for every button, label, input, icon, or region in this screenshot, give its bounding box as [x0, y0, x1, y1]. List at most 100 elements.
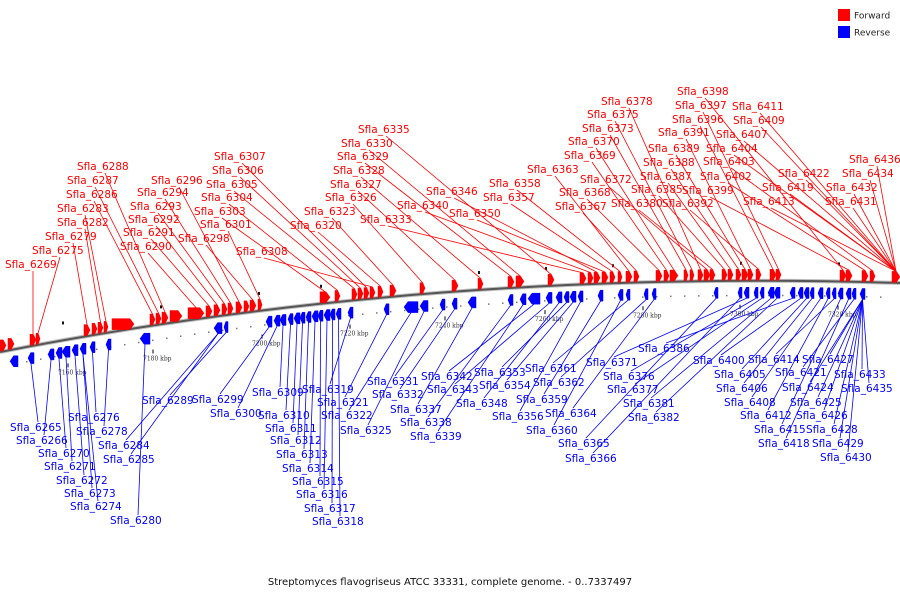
- forward-gene-label: Sfla_6385: [631, 184, 683, 196]
- reverse-leader: [331, 319, 333, 504]
- forward-leader: [263, 257, 373, 288]
- forward-leader: [93, 200, 153, 315]
- forward-leader: [37, 256, 61, 334]
- reverse-gene-label: Sfla_6430: [820, 452, 872, 464]
- scale-dot: [698, 295, 700, 297]
- forward-gene-arrow: [601, 271, 609, 284]
- reverse-gene-arrow: [809, 287, 815, 299]
- forward-leader: [104, 172, 166, 313]
- forward-gene-label: Sfla_6357: [483, 192, 535, 204]
- forward-gene-arrow: [477, 278, 484, 290]
- forward-gene-arrow: [683, 269, 689, 282]
- forward-gene-label: Sfla_6368: [559, 187, 611, 199]
- reverse-gene-label: Sfla_6414: [748, 354, 800, 366]
- forward-leader: [675, 154, 746, 270]
- scale-dot: [712, 294, 714, 297]
- reverse-leader: [237, 325, 278, 409]
- forward-gene-label: Sfla_6279: [45, 231, 97, 243]
- forward-gene-arrow: [663, 269, 670, 282]
- reverse-gene-label: Sfla_6321: [317, 397, 369, 409]
- forward-gene-arrow: [593, 272, 601, 284]
- forward-leader: [357, 190, 456, 281]
- reverse-gene-label: Sfla_6271: [44, 461, 96, 473]
- reverse-gene-label: Sfla_6361: [525, 363, 577, 375]
- reverse-gene-arrow: [47, 348, 55, 361]
- forward-gene-label: Sfla_6398: [677, 86, 729, 98]
- reverse-gene-arrow: [71, 344, 79, 356]
- forward-gene-label: Sfla_6434: [842, 168, 894, 180]
- forward-leader: [614, 120, 693, 270]
- forward-leader: [150, 238, 210, 307]
- forward-gene-label: Sfla_6287: [67, 175, 119, 187]
- forward-gene-label: Sfla_6432: [826, 182, 878, 194]
- reverse-leader: [319, 321, 321, 477]
- forward-gene-arrow: [547, 274, 555, 286]
- reverse-gene-label: Sfla_6356: [492, 411, 544, 423]
- reverse-leader: [348, 312, 412, 411]
- forward-gene-label: Sfla_6373: [582, 123, 634, 135]
- forward-leader: [658, 195, 725, 270]
- reverse-leader: [743, 298, 813, 384]
- reverse-gene-label: Sfla_6415: [754, 424, 806, 436]
- forward-gene-label: Sfla_6350: [449, 208, 501, 220]
- forward-gene-label: Sfla_6282: [57, 217, 109, 229]
- reverse-gene-label: Sfla_6418: [758, 438, 810, 450]
- reverse-leader: [103, 349, 109, 427]
- reverse-gene-label: Sfla_6429: [812, 438, 864, 450]
- scale-dot: [488, 303, 490, 305]
- forward-leader: [770, 207, 897, 272]
- reverse-gene-label: Sfla_6332: [372, 389, 424, 401]
- reverse-leader: [137, 344, 146, 516]
- reverse-gene-arrow: [743, 286, 750, 299]
- reverse-gene-label: Sfla_6266: [16, 435, 68, 447]
- forward-gene-label: Sfla_6328: [333, 165, 385, 177]
- scale-dot: [432, 307, 434, 309]
- reverse-gene-arrow: [305, 311, 312, 323]
- forward-gene-label: Sfla_6329: [337, 151, 389, 163]
- reverse-gene-label: Sfla_6272: [56, 475, 108, 487]
- forward-gene-label: Sfla_6436: [849, 154, 900, 166]
- tick-label: 7240 kbp: [435, 322, 464, 329]
- reverse-gene-arrow: [789, 287, 796, 299]
- reverse-gene-arrow: [597, 289, 604, 302]
- forward-gene-label: Sfla_6296: [151, 175, 203, 187]
- reverse-gene-label: Sfla_6265: [10, 422, 62, 434]
- reverse-gene-label: Sfla_6365: [558, 438, 610, 450]
- reverse-gene-label: Sfla_6274: [70, 501, 122, 513]
- scale-dot: [348, 314, 350, 317]
- scale-dot: [656, 295, 658, 298]
- forward-gene-arrow: [891, 271, 900, 283]
- forward-leader: [84, 214, 107, 322]
- scale-dot: [796, 294, 798, 297]
- scale-dot: [96, 348, 98, 351]
- forward-gene-arrow: [747, 268, 754, 281]
- forward-gene-label: Sfla_6330: [341, 138, 393, 150]
- reverse-gene-label: Sfla_6371: [586, 357, 638, 369]
- reverse-gene-label: Sfla_6319: [302, 384, 354, 396]
- reverse-gene-arrow: [79, 343, 87, 355]
- scale-dot: [26, 361, 28, 363]
- reverse-gene-arrow: [545, 292, 553, 304]
- legend-reverse-label: Reverse: [854, 29, 891, 39]
- scale-dot: [516, 301, 518, 304]
- forward-gene-label: Sfla_6286: [66, 189, 118, 201]
- forward-leader: [852, 207, 897, 272]
- scale-dot: [180, 335, 182, 337]
- gene-marker: [62, 321, 64, 325]
- forward-gene-label: Sfla_6292: [128, 214, 180, 226]
- reverse-leader: [720, 298, 801, 356]
- forward-gene-label: Sfla_6407: [716, 129, 768, 141]
- forward-leader: [476, 219, 606, 273]
- scale-dot: [166, 337, 168, 339]
- forward-leader: [554, 175, 630, 272]
- forward-gene-label: Sfla_6391: [658, 127, 710, 139]
- forward-gene-arrow: [741, 268, 749, 281]
- forward-leader: [516, 189, 621, 272]
- forward-leader: [667, 182, 731, 270]
- forward-leader: [510, 203, 613, 273]
- scale-dot: [40, 358, 42, 360]
- forward-gene-arrow: [755, 268, 762, 281]
- forward-gene-label: Sfla_6307: [214, 151, 266, 163]
- forward-leader: [789, 193, 897, 272]
